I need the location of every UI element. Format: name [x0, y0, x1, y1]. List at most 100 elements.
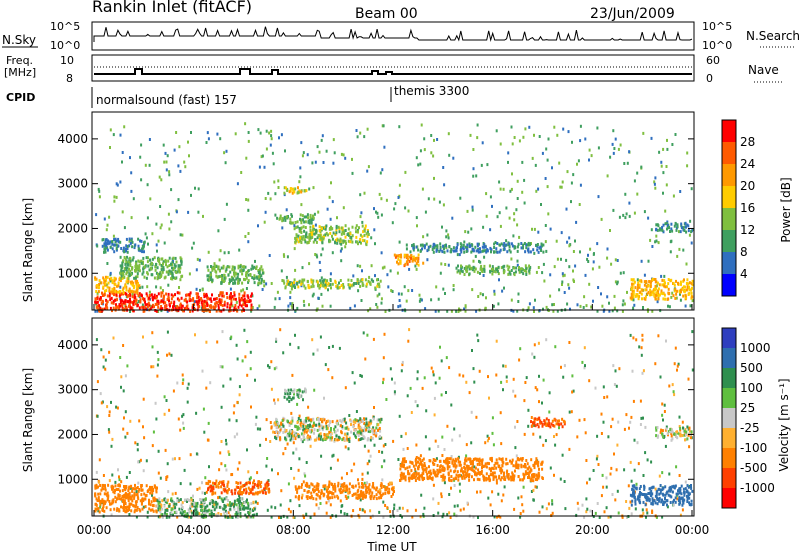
- heatmap-cell: [119, 241, 121, 244]
- heatmap-cell: [662, 171, 664, 174]
- heatmap-cell: [561, 281, 563, 284]
- heatmap-cell: [164, 301, 166, 304]
- heatmap-cell: [170, 263, 172, 266]
- heatmap-cell: [131, 239, 133, 242]
- heatmap-cell: [669, 230, 671, 233]
- heatmap-cell: [120, 290, 122, 293]
- heatmap-cell: [365, 429, 367, 432]
- heatmap-cell: [149, 138, 151, 141]
- heatmap-cell: [334, 425, 336, 428]
- heatmap-cell: [112, 486, 114, 489]
- heatmap-cell: [187, 401, 189, 404]
- heatmap-cell: [272, 152, 274, 155]
- heatmap-cell: [401, 293, 403, 296]
- heatmap-cell: [461, 244, 463, 247]
- heatmap-cell: [613, 453, 615, 456]
- heatmap-cell: [122, 344, 124, 347]
- heatmap-cell: [119, 494, 121, 497]
- heatmap-cell: [195, 412, 197, 415]
- heatmap-cell: [373, 338, 375, 341]
- heatmap-cell: [267, 192, 269, 195]
- heatmap-cell: [382, 267, 384, 270]
- heatmap-cell: [155, 402, 157, 405]
- heatmap-cell: [424, 148, 426, 151]
- heatmap-cell: [655, 228, 657, 231]
- heatmap-cell: [623, 468, 625, 471]
- heatmap-cell: [496, 129, 498, 132]
- heatmap-cell: [528, 306, 530, 309]
- heatmap-cell: [329, 496, 331, 499]
- beam-title: Beam 00: [355, 6, 418, 22]
- heatmap-cell: [300, 213, 302, 216]
- heatmap-cell: [643, 474, 645, 477]
- heatmap-cell: [114, 277, 116, 280]
- heatmap-cell: [344, 157, 346, 160]
- heatmap-cell: [197, 512, 199, 515]
- heatmap-cell: [342, 419, 344, 422]
- heatmap-cell: [524, 242, 526, 245]
- heatmap-cell: [187, 211, 189, 214]
- heatmap-cell: [103, 474, 105, 477]
- heatmap-cell: [234, 267, 236, 270]
- heatmap-cell: [290, 389, 292, 392]
- heatmap-cell: [180, 233, 182, 236]
- heatmap-cell: [172, 458, 174, 461]
- heatmap-cell: [175, 265, 177, 268]
- heatmap-cell: [191, 499, 193, 502]
- heatmap-cell: [666, 139, 668, 142]
- heatmap-cell: [206, 491, 208, 494]
- heatmap-cell: [340, 424, 342, 427]
- heatmap-cell: [486, 215, 488, 218]
- heatmap-cell: [135, 500, 137, 503]
- heatmap-cell: [632, 336, 634, 339]
- heatmap-cell: [169, 270, 171, 273]
- heatmap-cell: [108, 414, 110, 417]
- heatmap-cell: [317, 211, 319, 214]
- heatmap-cell: [524, 202, 526, 205]
- heatmap-cell: [679, 190, 681, 193]
- heatmap-cell: [506, 376, 508, 379]
- heatmap-cell: [99, 195, 101, 198]
- heatmap-cell: [170, 188, 172, 191]
- heatmap-cell: [312, 228, 314, 231]
- heatmap-cell: [354, 382, 356, 385]
- heatmap-cell: [433, 251, 435, 254]
- heatmap-cell: [500, 249, 502, 252]
- heatmap-cell: [345, 236, 347, 239]
- heatmap-cell: [361, 221, 363, 224]
- heatmap-cell: [142, 336, 144, 339]
- heatmap-cell: [410, 387, 412, 390]
- heatmap-cell: [558, 288, 560, 291]
- heatmap-cell: [551, 499, 553, 502]
- heatmap-cell: [313, 422, 315, 425]
- heatmap-cell: [96, 284, 98, 287]
- heatmap-cell: [439, 201, 441, 204]
- heatmap-cell: [637, 441, 639, 444]
- heatmap-cell: [350, 431, 352, 434]
- heatmap-cell: [482, 141, 484, 144]
- heatmap-cell: [641, 260, 643, 263]
- heatmap-cell: [244, 122, 246, 125]
- heatmap-cell: [637, 294, 639, 297]
- heatmap-cell: [439, 377, 441, 380]
- heatmap-cell: [352, 371, 354, 374]
- heatmap-cell: [107, 286, 109, 289]
- heatmap-cell: [614, 383, 616, 386]
- heatmap-cell: [355, 227, 357, 230]
- heatmap-cell: [125, 266, 127, 269]
- heatmap-cell: [332, 238, 334, 241]
- heatmap-cell: [680, 299, 682, 302]
- heatmap-cell: [239, 303, 241, 306]
- heatmap-cell: [380, 280, 382, 283]
- heatmap-cell: [362, 508, 364, 511]
- heatmap-cell: [206, 141, 208, 144]
- heatmap-cell: [227, 503, 229, 506]
- heatmap-cell: [502, 364, 504, 367]
- heatmap-cell: [545, 250, 547, 253]
- heatmap-cell: [501, 242, 503, 245]
- heatmap-cell: [432, 155, 434, 158]
- heatmap-cell: [307, 216, 309, 219]
- heatmap-cell: [517, 250, 519, 253]
- heatmap-cell: [383, 124, 385, 127]
- heatmap-cell: [319, 151, 321, 154]
